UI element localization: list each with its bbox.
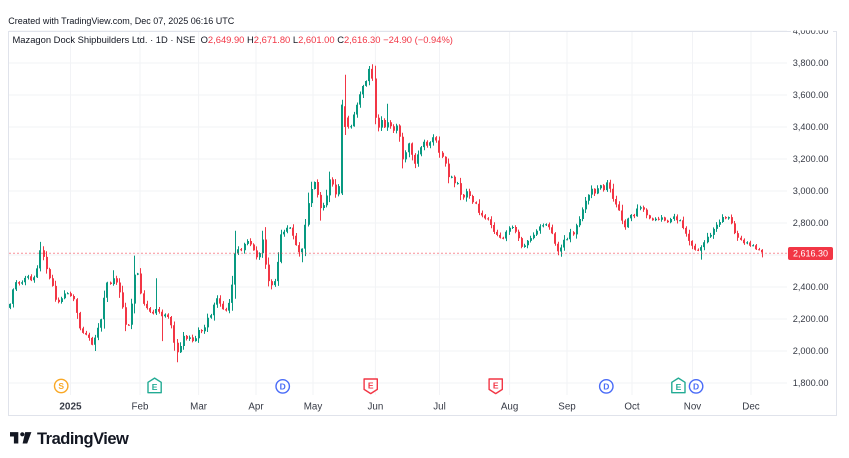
svg-text:4,000.00: 4,000.00 [793,26,829,36]
svg-text:Mar: Mar [190,401,208,412]
svg-text:Mazagon Dock Shipbuilders Ltd.: Mazagon Dock Shipbuilders Ltd. · 1D · NS… [13,34,453,45]
svg-text:S: S [58,381,64,391]
svg-text:2,616.30: 2,616.30 [793,249,828,259]
svg-text:3,200.00: 3,200.00 [793,154,829,164]
svg-text:2,800.00: 2,800.00 [793,218,829,228]
svg-text:Oct: Oct [624,401,640,412]
svg-text:Dec: Dec [742,401,760,412]
svg-text:Feb: Feb [132,401,149,412]
svg-text:E: E [493,381,499,391]
svg-text:May: May [304,401,323,412]
svg-text:E: E [676,382,682,392]
svg-text:E: E [152,382,158,392]
svg-text:Sep: Sep [558,401,576,412]
svg-text:Jul: Jul [433,401,446,412]
svg-text:D: D [280,382,286,392]
svg-text:D: D [603,382,609,392]
svg-text:1,800.00: 1,800.00 [793,378,829,388]
svg-text:3,400.00: 3,400.00 [793,122,829,132]
svg-text:2,000.00: 2,000.00 [793,346,829,356]
svg-text:E: E [368,381,374,391]
svg-text:Apr: Apr [248,401,264,412]
svg-text:Nov: Nov [684,401,702,412]
svg-text:Created with TradingView.com,: Created with TradingView.com, Dec 07, 20… [8,16,234,26]
svg-text:TradingView: TradingView [37,430,129,448]
svg-text:2,200.00: 2,200.00 [793,314,829,324]
svg-text:2025: 2025 [59,401,82,412]
svg-text:Aug: Aug [501,401,518,412]
svg-text:3,600.00: 3,600.00 [793,90,829,100]
svg-text:Jun: Jun [368,401,384,412]
svg-text:3,000.00: 3,000.00 [793,186,829,196]
svg-text:3,800.00: 3,800.00 [793,58,829,68]
svg-text:D: D [693,382,699,392]
svg-text:2,400.00: 2,400.00 [793,282,829,292]
